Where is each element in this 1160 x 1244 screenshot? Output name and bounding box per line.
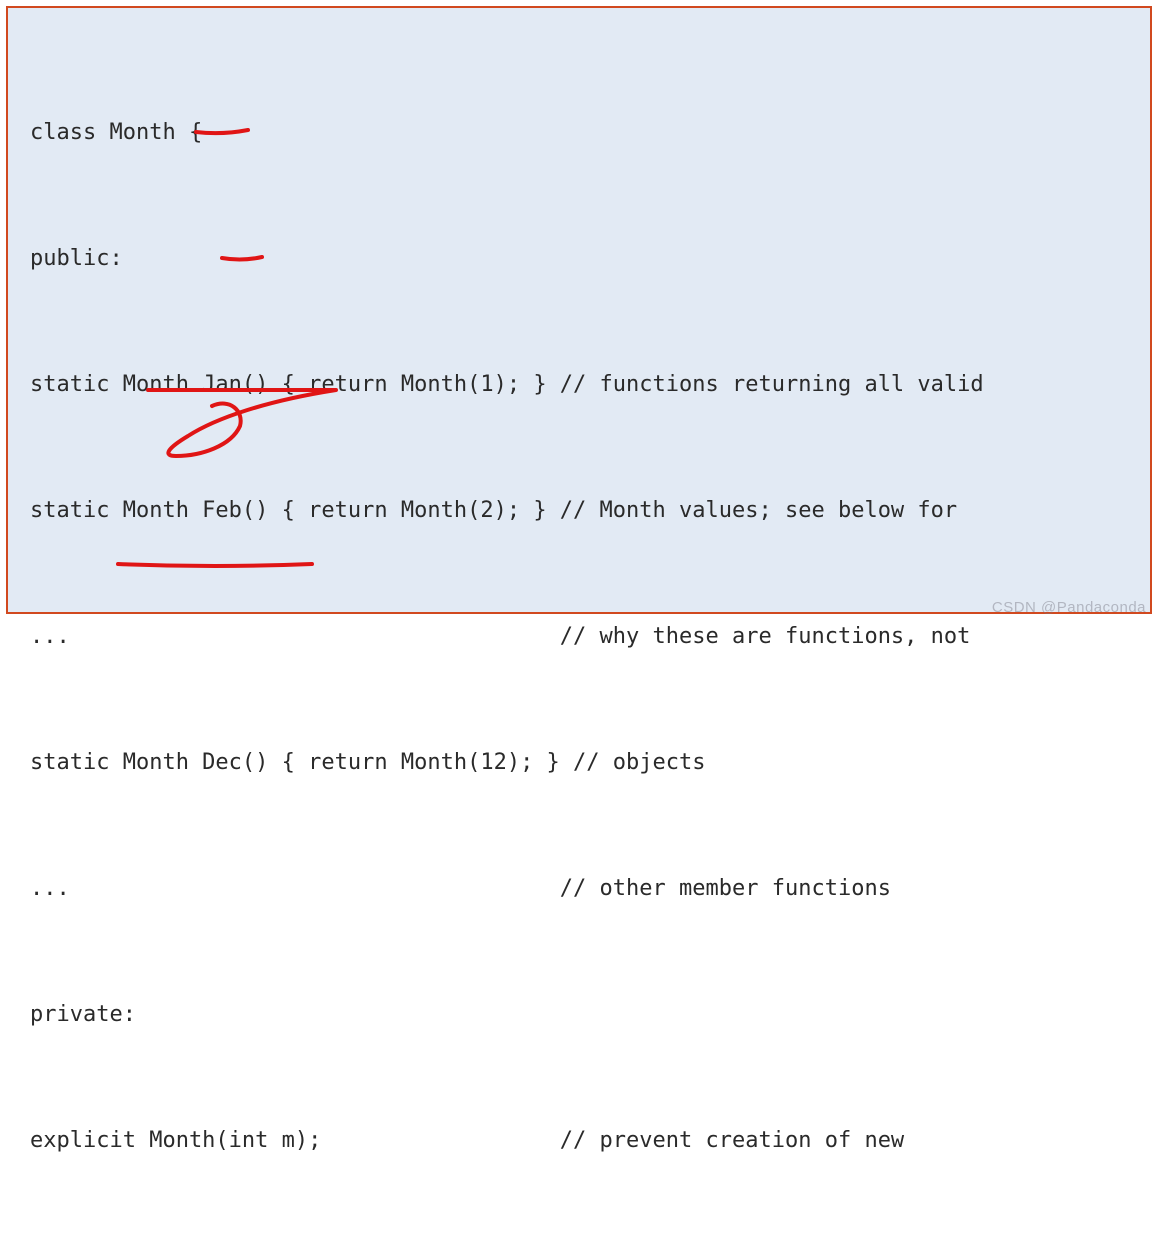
code-line: explicit Month(int m); // prevent creati… (30, 1120, 1128, 1162)
code-block: class Month { public: static Month Jan()… (6, 6, 1152, 614)
code-line: ... // why these are functions, not (30, 616, 1128, 658)
code-line: class Month { (30, 112, 1128, 154)
watermark-text: CSDN @Pandaconda (992, 599, 1146, 616)
code-line: ... // other member functions (30, 868, 1128, 910)
code-line: private: (30, 994, 1128, 1036)
code-line: static Month Dec() { return Month(12); }… (30, 742, 1128, 784)
code-line: static Month Jan() { return Month(1); } … (30, 364, 1128, 406)
code-line: static Month Feb() { return Month(2); } … (30, 490, 1128, 532)
code-line: public: (30, 238, 1128, 280)
